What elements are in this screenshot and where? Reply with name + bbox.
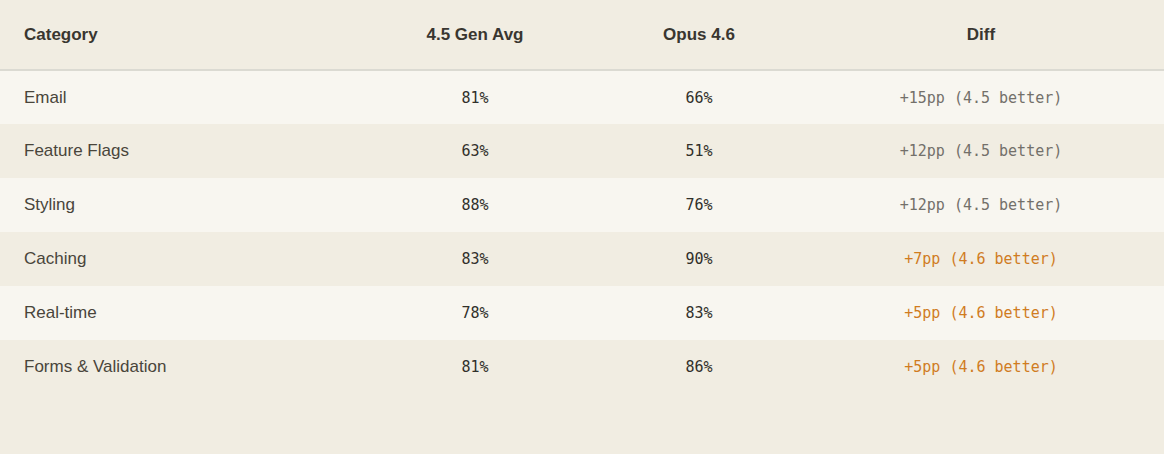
table-row-styling: Styling 88% 76% +12pp (4.5 better) — [0, 178, 1164, 232]
diff-value: +7pp (4.6 better) — [798, 232, 1164, 286]
column-header-opus-46: Opus 4.6 — [600, 0, 798, 70]
category-cell: Feature Flags — [0, 124, 350, 178]
category-results-table: Category 4.5 Gen Avg Opus 4.6 Diff Email… — [0, 0, 1164, 394]
opus46-value: 86% — [600, 340, 798, 394]
column-header-45-gen-avg: 4.5 Gen Avg — [350, 0, 600, 70]
opus46-value: 66% — [600, 70, 798, 124]
table-row-email: Email 81% 66% +15pp (4.5 better) — [0, 70, 1164, 124]
table-row-forms-validation: Forms & Validation 81% 86% +5pp (4.6 bet… — [0, 340, 1164, 394]
table-row-feature-flags: Feature Flags 63% 51% +12pp (4.5 better) — [0, 124, 1164, 178]
opus46-value: 76% — [600, 178, 798, 232]
diff-value: +12pp (4.5 better) — [798, 178, 1164, 232]
table-row-caching: Caching 83% 90% +7pp (4.6 better) — [0, 232, 1164, 286]
opus46-value: 90% — [600, 232, 798, 286]
diff-value: +5pp (4.6 better) — [798, 340, 1164, 394]
gen45-value: 81% — [350, 340, 600, 394]
diff-value: +12pp (4.5 better) — [798, 124, 1164, 178]
gen45-value: 81% — [350, 70, 600, 124]
gen45-value: 83% — [350, 232, 600, 286]
gen45-value: 88% — [350, 178, 600, 232]
column-header-diff: Diff — [798, 0, 1164, 70]
gen45-value: 78% — [350, 286, 600, 340]
category-cell: Email — [0, 70, 350, 124]
opus46-value: 51% — [600, 124, 798, 178]
header-row: Category 4.5 Gen Avg Opus 4.6 Diff — [0, 0, 1164, 70]
category-cell: Forms & Validation — [0, 340, 350, 394]
category-cell: Styling — [0, 178, 350, 232]
category-cell: Real-time — [0, 286, 350, 340]
opus46-value: 83% — [600, 286, 798, 340]
table-row-real-time: Real-time 78% 83% +5pp (4.6 better) — [0, 286, 1164, 340]
gen45-value: 63% — [350, 124, 600, 178]
column-header-category: Category — [0, 0, 350, 70]
diff-value: +15pp (4.5 better) — [798, 70, 1164, 124]
category-cell: Caching — [0, 232, 350, 286]
diff-value: +5pp (4.6 better) — [798, 286, 1164, 340]
